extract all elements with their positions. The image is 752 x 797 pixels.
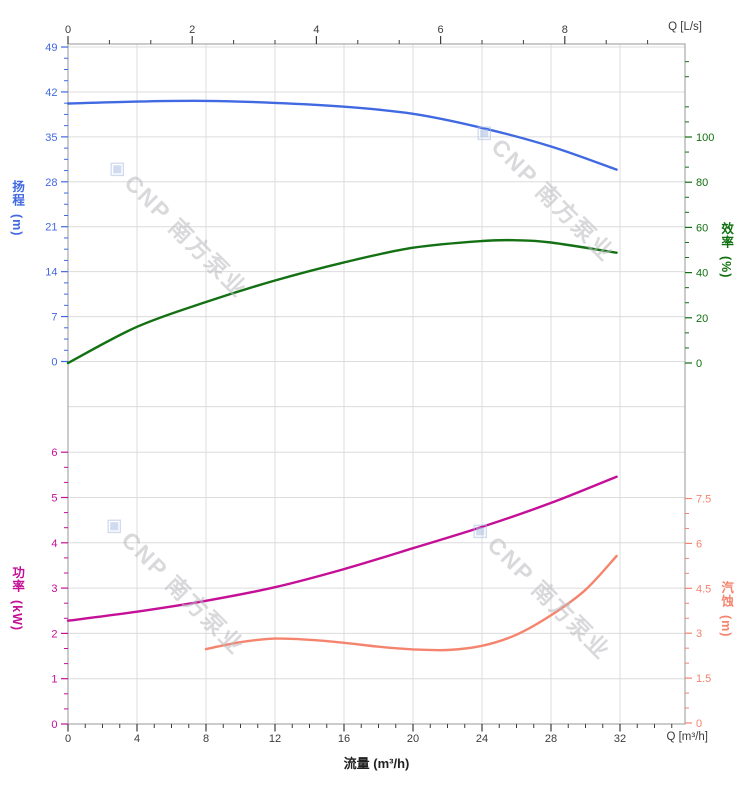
npsh-axis-tick-label: 3	[696, 628, 702, 640]
bottom-axis-unit-label: Q [m³/h]	[666, 731, 708, 743]
top-axis-tick-label: 4	[313, 24, 319, 36]
npsh-axis-tick-label: 7.5	[696, 494, 711, 506]
power-axis-tick-label: 4	[51, 538, 57, 550]
efficiency-axis-tick-label: 80	[696, 177, 708, 189]
power-axis-tick-label: 6	[51, 447, 57, 459]
npsh-axis-title-text: 汽蚀	[719, 581, 734, 608]
bottom-axis-tick-label: 32	[614, 733, 626, 745]
power-curve	[66, 475, 618, 622]
top-axis-tick-label: 2	[189, 24, 195, 36]
head-axis-tick-label: 14	[45, 267, 57, 279]
head-axis-title-text: 扬程	[10, 180, 25, 207]
power-axis-tick-label: 0	[51, 719, 57, 731]
power-axis-title: 功率 (kW)	[10, 566, 25, 632]
npsh-axis-unit: (m)	[719, 615, 734, 638]
npsh-axis-tick-label: 6	[696, 538, 702, 550]
power-axis-tick-label: 5	[51, 493, 57, 505]
head-axis-unit: (m)	[10, 214, 25, 237]
top-axis-tick-label: 0	[65, 24, 71, 36]
head-axis-title: 扬程 (m)	[10, 180, 25, 237]
head-axis-tick-label: 49	[45, 42, 57, 54]
power-axis-tick-label: 3	[51, 583, 57, 595]
efficiency-curve	[66, 238, 618, 365]
head-axis-tick-label: 21	[45, 222, 57, 234]
efficiency-axis-title-text: 效率	[719, 222, 734, 249]
npsh-axis-tick-label: 0	[696, 718, 702, 730]
bottom-axis-tick-label: 20	[407, 733, 419, 745]
plot-border	[67, 43, 686, 725]
bottom-axis-tick-label: 16	[338, 733, 350, 745]
efficiency-axis-tick-label: 100	[696, 132, 714, 144]
flow-axis-title: 流量 (m³/h)	[343, 756, 410, 771]
head-axis-tick-label: 28	[45, 177, 57, 189]
power-axis-unit: (kW)	[10, 600, 25, 632]
bottom-axis-tick-label: 0	[65, 733, 71, 745]
power-axis-title-text: 功率	[10, 566, 25, 593]
power-axis-tick-label: 2	[51, 628, 57, 640]
efficiency-axis-tick-label: 40	[696, 268, 708, 280]
efficiency-axis-tick-label: 60	[696, 222, 708, 234]
npsh-axis-title: 汽蚀 (m)	[719, 581, 734, 638]
efficiency-axis-unit: (%)	[719, 256, 734, 279]
bottom-axis-tick-label: 24	[476, 733, 488, 745]
head-curve	[66, 99, 618, 171]
bottom-axis-tick-label: 4	[134, 733, 140, 745]
bottom-axis-tick-label: 12	[269, 733, 281, 745]
bottom-axis-tick-label: 8	[203, 733, 209, 745]
efficiency-axis-title: 效率 (%)	[719, 222, 734, 279]
npsh-axis-tick-label: 4.5	[696, 583, 711, 595]
top-axis-unit-label: Q [L/s]	[668, 21, 702, 33]
bottom-axis-tick-label: 28	[545, 733, 557, 745]
head-axis-tick-label: 42	[45, 87, 57, 99]
npsh-curve	[204, 554, 618, 652]
head-axis-tick-label: 7	[51, 312, 57, 324]
top-axis-tick-label: 8	[562, 24, 568, 36]
power-axis-tick-label: 1	[51, 674, 57, 686]
efficiency-axis-tick-label: 0	[696, 358, 702, 370]
head-axis-tick-label: 0	[51, 357, 57, 369]
efficiency-axis-tick-label: 20	[696, 313, 708, 325]
npsh-axis-tick-label: 1.5	[696, 673, 711, 685]
head-axis-tick-label: 35	[45, 132, 57, 144]
top-axis-tick-label: 6	[438, 24, 444, 36]
